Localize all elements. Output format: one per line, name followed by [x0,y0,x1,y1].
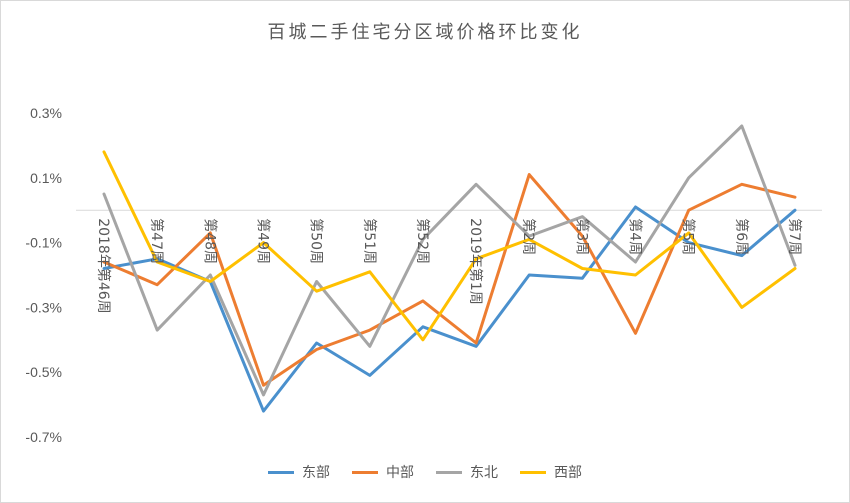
legend-label: 西部 [554,465,582,481]
chart-title: 百城二手住宅分区域价格环比变化 [267,22,583,43]
y-tick-label: -0.3% [25,299,62,315]
y-tick-label: -0.1% [25,235,62,251]
x-category-label: 第2周 [520,218,537,255]
legend-swatch [436,470,462,474]
x-category-label: 第6周 [733,218,750,255]
series-line-东北 [102,124,797,397]
series-line-西部 [102,150,797,342]
legend-item: 西部 [520,462,582,482]
legend-swatch [520,470,546,474]
y-tick-label: 0.1% [30,170,62,186]
y-tick-label: -0.5% [25,364,62,380]
x-category-label: 第52周 [414,218,431,264]
series-line-中部 [102,173,797,387]
legend-item: 中部 [352,462,414,482]
y-tick-label: 0.3% [30,105,62,121]
legend-item: 东北 [436,462,498,482]
legend-item: 东部 [268,462,330,482]
y-tick-label: -0.7% [25,429,62,445]
x-category-label: 第5周 [680,218,697,255]
legend-label: 东北 [470,465,498,481]
legend-label: 东部 [302,465,330,481]
x-category-label: 第51周 [361,218,378,264]
legend-swatch [268,470,294,474]
x-category-label: 第50周 [308,218,325,264]
x-category-label: 第7周 [786,218,803,255]
x-category-label: 2018年第46周 [95,218,112,313]
legend: 东部 中部 东北 西部 [0,462,850,482]
x-category-label: 第49周 [254,218,271,264]
x-category-label: 第48周 [201,218,218,264]
x-category-label: 第3周 [573,218,590,255]
legend-label: 中部 [386,465,414,481]
x-category-label: 2019年第1周 [467,218,484,305]
x-category-label: 第4周 [627,218,644,255]
x-category-label: 第47周 [148,218,165,264]
series-line-东部 [102,205,797,413]
legend-swatch [352,470,378,474]
